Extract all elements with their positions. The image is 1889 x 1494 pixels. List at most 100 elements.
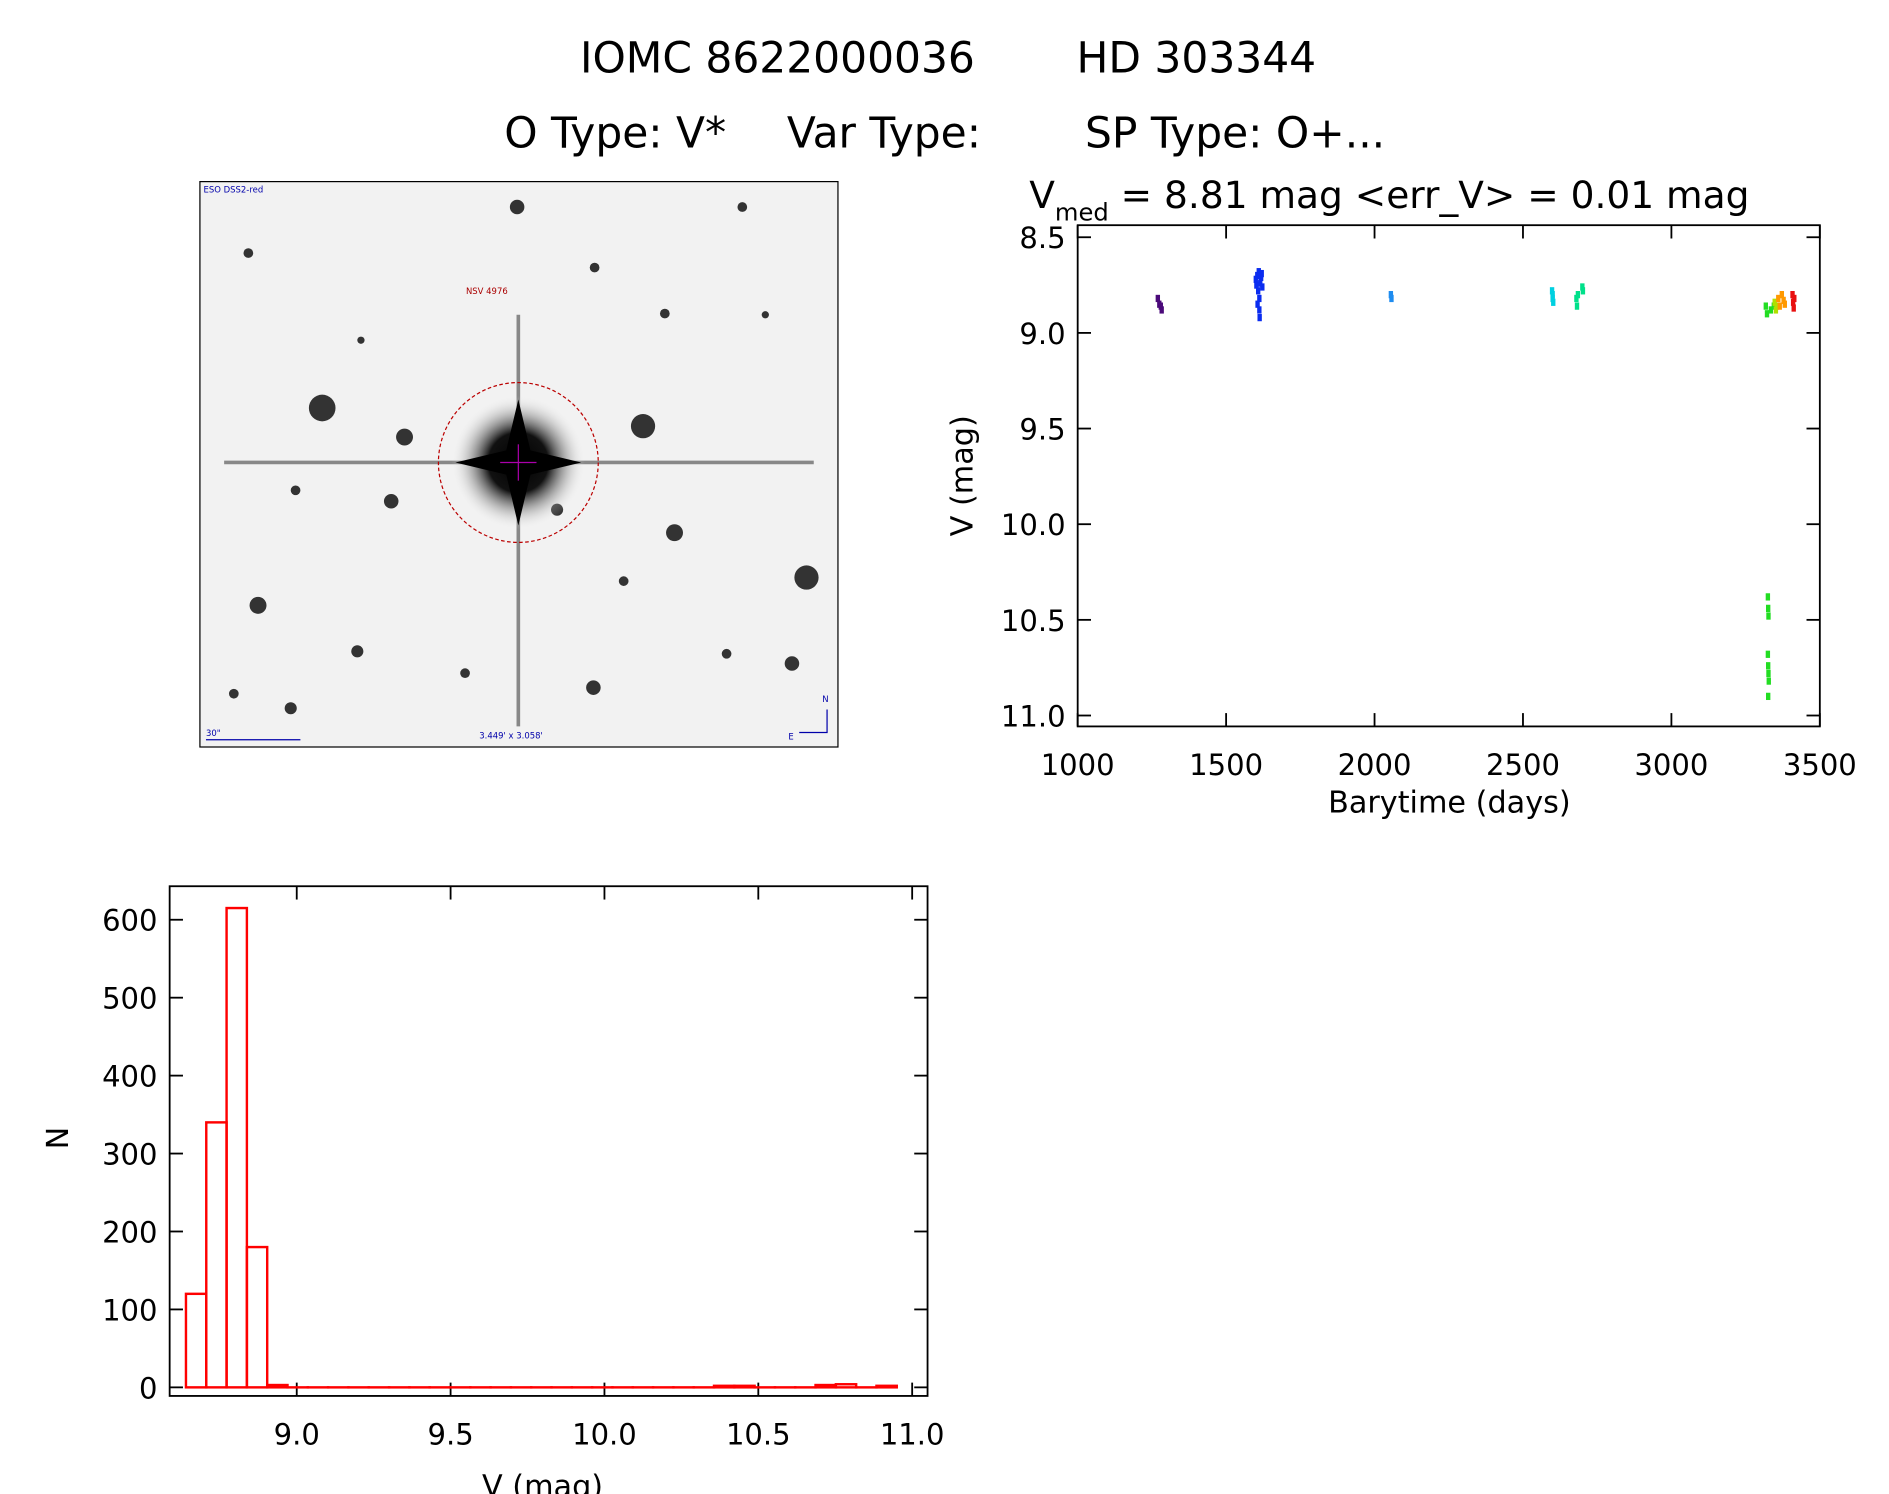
x-tick-label: 10.0	[572, 1417, 637, 1451]
image-label: E	[788, 732, 793, 742]
point	[1765, 650, 1771, 658]
header-text: Var Type:	[787, 109, 981, 158]
point	[1575, 291, 1581, 299]
image-label: 30"	[206, 728, 221, 738]
y-tick-label: 10.0	[1001, 508, 1066, 542]
point	[1255, 271, 1260, 280]
point	[1257, 306, 1262, 314]
x-tick-label: 2000	[1338, 748, 1412, 782]
x-tick-label: 3500	[1783, 748, 1857, 782]
image-label: NSV 4976	[466, 286, 508, 296]
point	[1764, 310, 1770, 318]
header-text: O Type: V*	[504, 109, 726, 158]
point	[1158, 302, 1163, 310]
image-label: ESO DSS2-red	[204, 185, 264, 195]
bar	[733, 1384, 756, 1389]
stars	[228, 199, 819, 715]
point	[1790, 291, 1795, 299]
point	[1550, 294, 1555, 303]
point	[1766, 677, 1771, 685]
point	[1774, 302, 1780, 310]
point	[1159, 306, 1164, 314]
title-text: = 8.81 mag <err_V> = 0.01 mag	[1109, 173, 1750, 217]
point	[1768, 306, 1774, 314]
point	[1389, 294, 1394, 303]
x-tick-label: 1500	[1189, 748, 1263, 782]
point	[1255, 300, 1260, 308]
bar	[265, 1383, 289, 1389]
point	[1155, 294, 1161, 303]
point	[1253, 275, 1258, 283]
title-text: V	[1029, 173, 1055, 217]
point	[1580, 283, 1585, 291]
plot-frame	[168, 885, 929, 1397]
point	[1580, 287, 1586, 295]
y-axis-label: N	[41, 1127, 76, 1150]
point	[1256, 268, 1261, 276]
point	[1549, 287, 1555, 295]
y-tick-label: 300	[102, 1137, 157, 1171]
x-tick-label: 11.0	[880, 1417, 945, 1451]
point	[1781, 296, 1786, 305]
point	[1574, 294, 1579, 303]
point	[1260, 283, 1265, 291]
point	[1782, 300, 1787, 308]
x-tick-label: 10.5	[726, 1417, 791, 1451]
y-tick-label: 100	[102, 1293, 157, 1327]
point	[1766, 612, 1771, 620]
y-tick-label: 10.5	[1001, 604, 1066, 638]
image-label: N	[822, 694, 828, 704]
y-tick-label: 0	[139, 1371, 157, 1405]
point	[1257, 294, 1262, 303]
y-tick-label: 200	[102, 1215, 157, 1249]
x-tick-label: 3000	[1634, 748, 1708, 782]
y-tick-label: 9.0	[1019, 317, 1065, 351]
bar	[184, 1292, 208, 1389]
x-axis-label: Barytime (days)	[1328, 785, 1571, 820]
header-text: HD 303344	[1077, 34, 1317, 83]
y-tick-label: 600	[102, 904, 157, 938]
bar	[225, 906, 249, 1389]
image-label: 3.449' x 3.058'	[479, 731, 543, 741]
point	[1766, 662, 1771, 670]
x-tick-label: 9.0	[274, 1417, 320, 1451]
point	[1259, 269, 1264, 278]
finder-image: ESO DSS2-red NSV 4976 30" 3.449' x 3.058…	[199, 180, 839, 748]
x-tick-label: 9.5	[427, 1417, 473, 1451]
point	[1771, 302, 1776, 310]
point	[1772, 298, 1777, 306]
y-axis-label: V (mag)	[945, 415, 980, 536]
point	[1766, 669, 1771, 678]
point	[1257, 313, 1262, 322]
point	[1388, 291, 1394, 299]
plot-frame	[1076, 224, 1821, 728]
point	[1779, 291, 1785, 299]
title-subscript: med	[1055, 198, 1109, 226]
bar	[245, 1245, 269, 1389]
y-tick-label: 11.0	[1001, 699, 1066, 733]
x-tick-label: 1000	[1041, 748, 1115, 782]
point	[1792, 294, 1797, 303]
point	[1776, 294, 1781, 303]
x-tick-label: 2500	[1486, 748, 1560, 782]
bar	[875, 1384, 898, 1389]
y-tick-label: 500	[102, 982, 157, 1016]
y-tick-label: 8.5	[1019, 221, 1065, 255]
point	[1255, 287, 1261, 295]
point	[1763, 302, 1768, 310]
y-tick-label: 400	[102, 1060, 157, 1094]
point	[1766, 692, 1771, 701]
point	[1254, 281, 1259, 289]
header-text: IOMC 8622000036	[580, 34, 975, 83]
point	[1766, 604, 1771, 613]
bar	[205, 1121, 228, 1389]
point	[1765, 593, 1771, 601]
point	[1777, 302, 1782, 310]
y-tick-label: 9.5	[1019, 412, 1065, 446]
point	[1791, 304, 1796, 312]
point	[1551, 298, 1556, 306]
x-axis-label: V (mag)	[482, 1469, 603, 1494]
point	[1574, 302, 1580, 310]
